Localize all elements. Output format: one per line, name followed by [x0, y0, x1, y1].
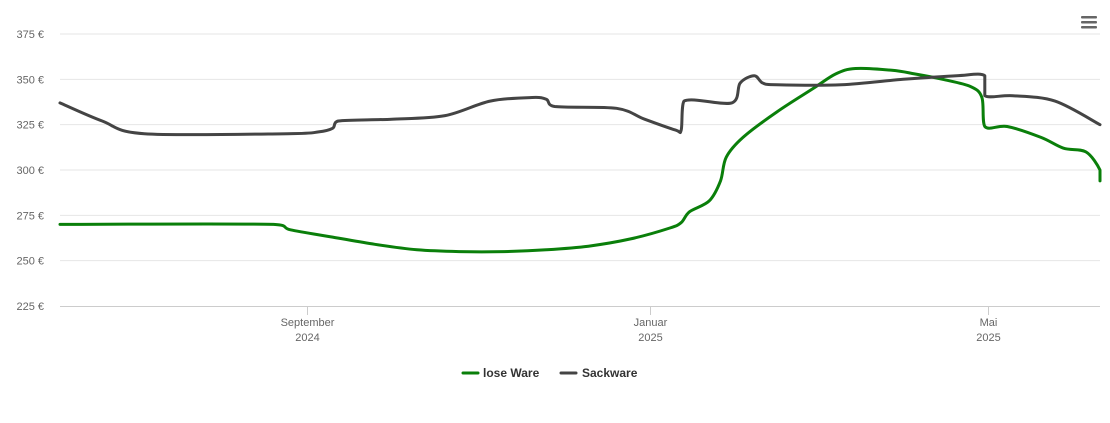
y-tick-label: 375 € [16, 29, 44, 41]
x-axis-ticks: September 2024 Januar 2025 Mai 2025 [281, 306, 1001, 344]
y-tick-label: 325 € [16, 120, 44, 132]
series-line-sackware[interactable] [58, 72, 1102, 137]
x-tick-month: Mai [980, 317, 998, 329]
legend-label: lose Ware [483, 366, 540, 380]
y-tick-label: 350 € [16, 74, 44, 86]
menu-icon[interactable] [1080, 15, 1098, 31]
x-tick-year: 2024 [295, 332, 319, 344]
x-tick-year: 2025 [638, 332, 662, 344]
x-tick-month: Januar [634, 317, 668, 329]
legend-item[interactable]: lose Ware [461, 366, 540, 380]
y-tick-label: 225 € [16, 301, 44, 313]
y-tick-label: 250 € [16, 256, 44, 268]
legend: lose Ware Sackware [461, 366, 638, 380]
x-tick-year: 2025 [976, 332, 1000, 344]
legend-label: Sackware [582, 366, 638, 380]
y-tick-label: 300 € [16, 165, 44, 177]
series-lines [58, 66, 1102, 254]
grid-lines [60, 33, 1100, 262]
series-line-lose-ware[interactable] [58, 66, 1102, 254]
legend-item[interactable]: Sackware [559, 366, 638, 380]
x-tick-month: September [281, 317, 335, 329]
y-tick-label: 275 € [16, 210, 44, 222]
y-axis-labels: 225 € 250 € 275 € 300 € 325 € 350 € 375 € [16, 29, 44, 313]
